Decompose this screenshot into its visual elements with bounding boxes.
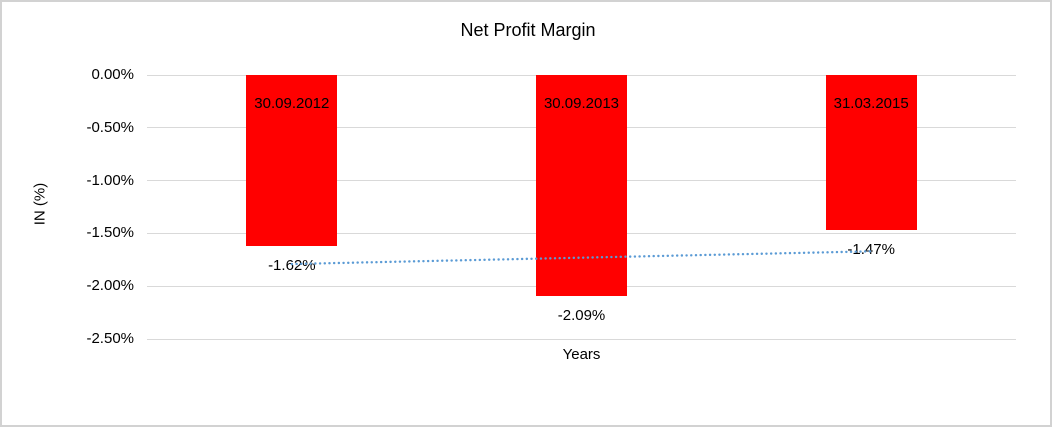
bar-31.03.2015 [825, 75, 917, 231]
category-label: 31.03.2015 [833, 95, 909, 112]
y-axis-tick-label: -1.50% [86, 224, 134, 242]
value-label: -1.62% [268, 257, 316, 275]
y-axis-tick-label: -0.50% [86, 118, 134, 136]
value-label: -1.47% [847, 241, 895, 259]
y-axis-tick-label: 0.00% [91, 66, 134, 83]
x-axis-title: Years [562, 346, 601, 363]
category-label: 30.09.2012 [254, 95, 330, 112]
y-axis-tick-label: -2.00% [86, 277, 134, 295]
bar-30.09.2012 [246, 75, 338, 247]
value-label: -2.09% [557, 306, 606, 324]
y-axis-tick-label: -1.00% [86, 171, 134, 189]
category-label: 30.09.2013 [543, 95, 620, 112]
gridline [147, 338, 1016, 340]
y-axis-tick-label: -2.50% [86, 330, 134, 347]
chart-title: Net Profit Margin [460, 20, 596, 40]
